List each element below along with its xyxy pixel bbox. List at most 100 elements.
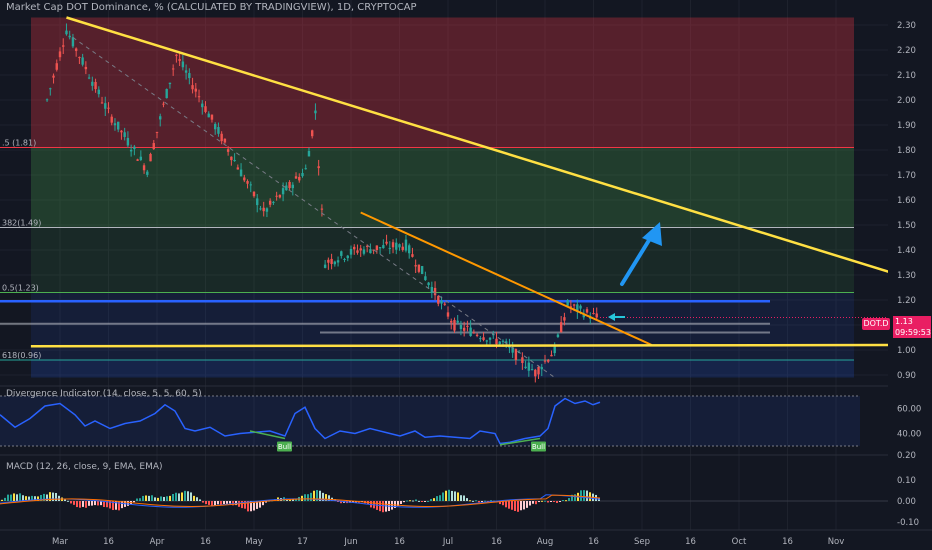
candle-body	[343, 259, 346, 261]
macd-histogram-bar	[427, 500, 429, 502]
macd-histogram-bar	[97, 501, 99, 506]
candle-body	[136, 159, 139, 161]
candle-body	[359, 248, 362, 251]
macd-histogram-bar	[220, 501, 222, 505]
macd-histogram-bar	[451, 490, 453, 501]
left-arrow-head	[608, 313, 615, 321]
up-arrow-head	[642, 222, 662, 246]
horizontal-levels	[0, 300, 888, 334]
candle-body	[223, 138, 227, 143]
candle-body	[311, 130, 314, 137]
candle-body	[301, 173, 304, 177]
bull-divergence-line	[249, 430, 286, 440]
candle-body	[246, 181, 249, 184]
macd-histogram-bar	[37, 496, 39, 501]
macd-histogram-bar	[325, 494, 327, 501]
candle-body	[142, 165, 146, 171]
macd-histogram-bar	[514, 501, 516, 511]
macd-histogram-bar	[415, 499, 417, 501]
candle-body	[511, 347, 514, 353]
macd-histogram-bar	[232, 501, 234, 506]
candle-body	[317, 166, 320, 169]
macd-histogram-bar	[463, 495, 465, 501]
macd-histogram-bar	[7, 494, 9, 501]
macd-histogram-bar	[490, 500, 492, 502]
macd-histogram-bar	[559, 501, 561, 502]
candle-body	[576, 304, 579, 312]
macd-histogram-bar	[319, 490, 321, 501]
fib-zone	[31, 360, 854, 378]
candle-body	[62, 45, 65, 47]
candle-body	[74, 48, 78, 51]
macd-histogram-bar	[202, 501, 204, 503]
candle-body	[540, 367, 543, 370]
candle-body	[378, 247, 382, 249]
candle-body	[104, 103, 107, 109]
macd-histogram-bar	[31, 495, 33, 501]
time-tick-label: 16	[782, 537, 793, 547]
macd-histogram-bar	[397, 501, 399, 506]
candle-body	[530, 369, 534, 371]
candle-body	[243, 177, 246, 181]
candle-body	[356, 250, 359, 253]
divergence-tick-label: 40.00	[897, 430, 921, 440]
candle-body	[534, 369, 537, 377]
time-tick-label: Oct	[732, 537, 747, 547]
trendline-short-term-resistance	[360, 211, 653, 346]
macd-histogram-bar	[586, 490, 588, 501]
macd-histogram-bar	[583, 490, 585, 501]
macd-histogram-bar	[436, 496, 438, 501]
macd-histogram-bar	[445, 490, 447, 501]
price-tick-label: 0.90	[897, 371, 916, 381]
candle-body	[81, 57, 84, 65]
fib-zones	[31, 17, 854, 378]
macd-histogram-bar	[454, 491, 456, 501]
time-tick-label: May	[245, 537, 263, 547]
macd-histogram-bar	[418, 500, 420, 502]
candle-body	[113, 123, 117, 126]
candle-body	[369, 249, 372, 254]
candle-body	[87, 77, 91, 79]
macd-histogram-bar	[211, 501, 213, 507]
macd-histogram-bar	[307, 494, 309, 501]
macd-histogram-bar	[433, 498, 435, 501]
candle-body	[537, 366, 540, 375]
candle-body	[139, 156, 143, 160]
candle-body	[566, 300, 569, 306]
candle-body	[408, 245, 411, 254]
candle-body	[210, 114, 214, 120]
macd-histogram-bar	[16, 494, 18, 501]
macd-histogram-bar	[469, 500, 471, 502]
candle-body	[110, 116, 113, 123]
macd-histogram-bar	[184, 490, 186, 501]
candle-body	[220, 133, 223, 142]
price-tick-label: 1.90	[897, 121, 916, 131]
macd-tick-label: 0.20	[897, 451, 916, 461]
candle-body	[84, 66, 88, 70]
candle-body	[340, 251, 343, 256]
macd-histogram-bar	[40, 494, 42, 501]
macd-histogram-bar	[133, 501, 135, 503]
macd-histogram-bar	[73, 501, 75, 505]
bull-signal-label: Bull	[278, 443, 291, 451]
macd-histogram-bar	[430, 498, 432, 501]
time-axis-background	[0, 530, 932, 550]
candle-body	[123, 132, 126, 137]
time-tick-label: Mar	[52, 537, 69, 547]
macd-histogram-bar	[22, 495, 24, 501]
candle-body	[285, 185, 288, 191]
candle-body	[230, 156, 233, 161]
macd-histogram-bar	[4, 497, 6, 501]
macd-histogram-bar	[70, 501, 72, 504]
bull-signal-label: Bull	[532, 443, 545, 451]
candle-body	[498, 341, 501, 345]
candle-body	[521, 357, 524, 363]
candle-body	[401, 246, 404, 250]
macd-histogram-bar	[91, 501, 93, 506]
macd-histogram-bar	[448, 489, 450, 501]
macd-histogram-bar	[1, 499, 3, 501]
time-tick-label: 16	[685, 537, 696, 547]
annotations	[608, 222, 662, 321]
candle-body	[58, 51, 62, 58]
